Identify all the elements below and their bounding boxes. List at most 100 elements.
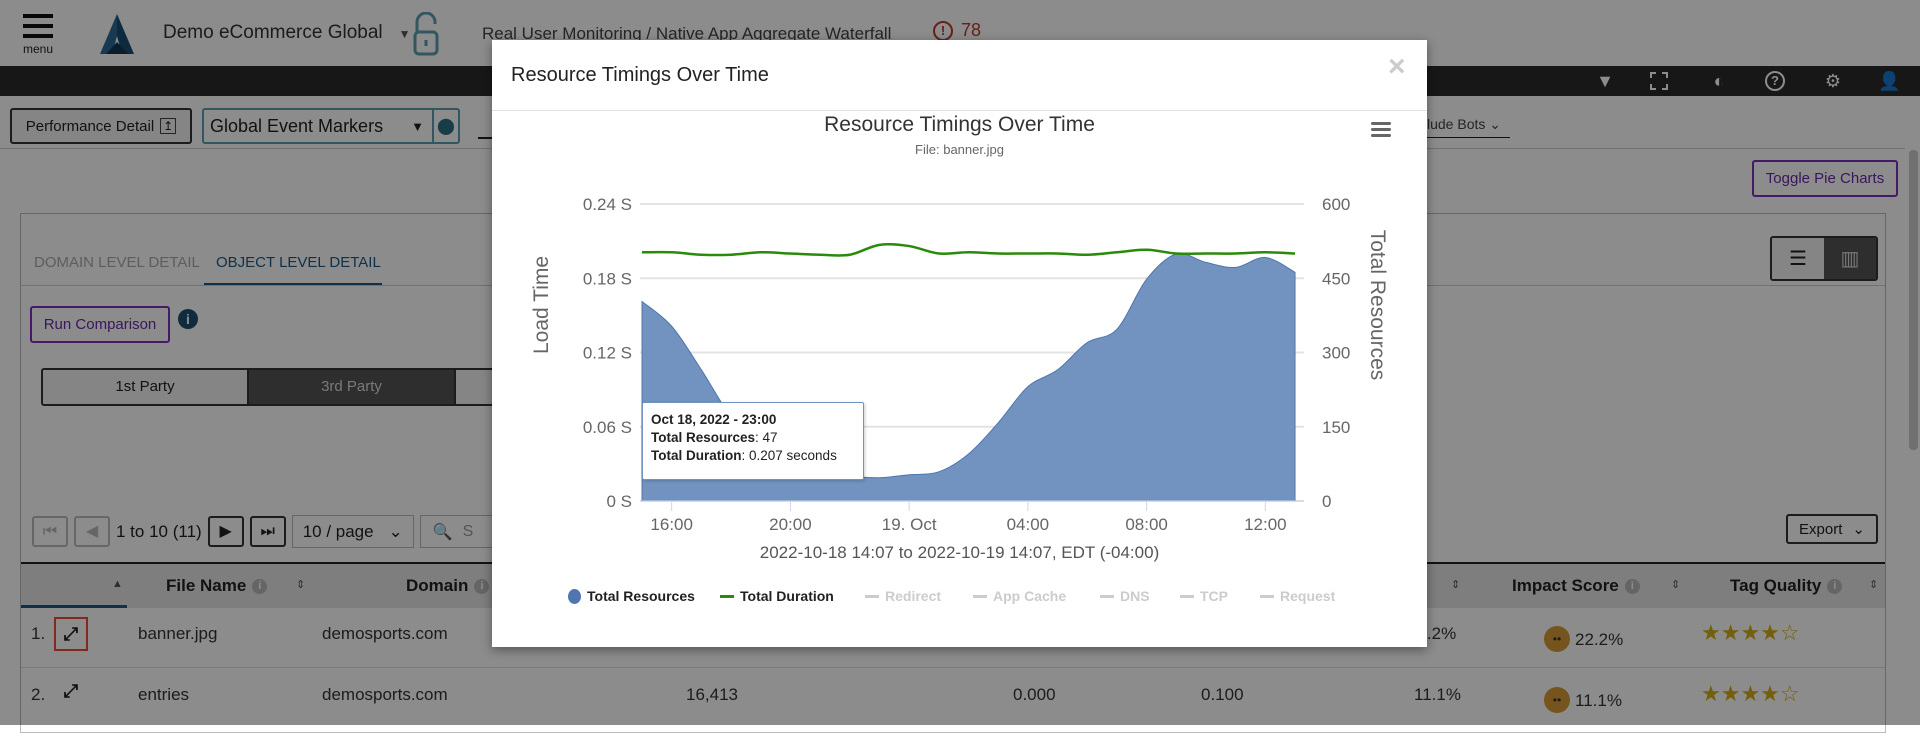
legend-label: Total Resources [587, 588, 695, 604]
star-filled-icon: ★★★★ [1701, 620, 1780, 645]
domain: demosports.com [322, 685, 448, 704]
column-tag-quality[interactable]: Tag Quality i [1730, 564, 1843, 608]
filter-icon[interactable]: ▼ [1596, 71, 1614, 91]
unlock-icon[interactable] [412, 12, 440, 56]
info-icon[interactable]: i [1624, 579, 1640, 595]
file-name[interactable]: entries [138, 685, 190, 704]
expand-icon[interactable]: ⤢ [63, 681, 79, 701]
company-logo [100, 14, 134, 54]
y-left-tick-label: 0 S [606, 492, 632, 511]
prev-page-button[interactable]: ◀ [74, 516, 110, 547]
y-right-tick-label: 600 [1322, 195, 1350, 214]
legend-line-icon [973, 594, 987, 598]
row-index: 1. [31, 624, 46, 643]
impact-score: 22.2% [1575, 630, 1624, 649]
sort-icon[interactable]: ⇕ [296, 579, 306, 591]
column-domain[interactable]: Domain i [406, 564, 490, 608]
value-1: 0.000 [1013, 685, 1056, 704]
map-pin-icon[interactable]: ⬤ [432, 110, 458, 142]
user-icon[interactable]: 👤 [1878, 71, 1901, 91]
info-icon[interactable]: i [474, 579, 490, 595]
tab-object-level-detail[interactable]: OBJECT LEVEL DETAIL [216, 254, 381, 271]
legend-request[interactable]: Request [1260, 588, 1335, 604]
tooltip-resources-value: : 47 [755, 430, 778, 445]
filter-underline[interactable] [478, 137, 498, 139]
x-tick-label: 12:00 [1244, 515, 1287, 534]
star-empty-icon: ☆ [1779, 620, 1800, 645]
waterfall-view-button[interactable]: ☰ [1772, 238, 1824, 279]
alert-icon: ! [933, 20, 953, 41]
chart-tooltip: Oct 18, 2022 - 23:00 Total Resources: 47… [642, 402, 864, 480]
sort-indicator [21, 605, 127, 608]
tab-domain-level-detail[interactable]: DOMAIN LEVEL DETAIL [34, 254, 200, 271]
x-axis-title: 2022-10-18 14:07 to 2022-10-19 14:07, ED… [759, 543, 1160, 562]
pagination: ⏮ ◀ 1 to 10 (11) ▶ ⏭ 10 / page ⌄ 🔍 S [32, 515, 540, 548]
y-left-tick-label: 0.18 S [583, 269, 632, 288]
chart-subtitle: File: banner.jpg [915, 142, 1004, 157]
legend-tcp[interactable]: TCP [1180, 588, 1228, 604]
close-icon[interactable]: × [1388, 50, 1406, 83]
caret-down-icon: ▼ [398, 27, 411, 41]
table-row[interactable]: 1. ⤢ banner.jpg demosports.com 22.2% •• … [21, 608, 1885, 668]
legend-total-duration[interactable]: Total Duration [720, 588, 834, 604]
event-markers-select[interactable]: Global Event Markers ▼ ⬤ [202, 108, 460, 144]
legend-dns[interactable]: DNS [1100, 588, 1150, 604]
bots-filter[interactable]: clude Bots ⌄ [1420, 116, 1510, 138]
domain: demosports.com [322, 624, 448, 643]
column-file-name[interactable]: File Name i [166, 564, 268, 608]
contrast-icon[interactable]: ◐ [1713, 71, 1725, 91]
last-page-button[interactable]: ⏭ [249, 516, 286, 547]
star-rating: ★★★★☆ [1701, 620, 1800, 646]
column-impact-score[interactable]: Impact Score i [1512, 564, 1640, 608]
legend-total-resources[interactable]: Total Resources [568, 588, 695, 604]
export-button[interactable]: Export ⌄ [1786, 514, 1878, 544]
resource-count: 16,413 [686, 685, 738, 704]
active-tab-indicator [204, 283, 382, 286]
chevron-down-icon: ⌄ [388, 521, 403, 541]
search-input[interactable]: 🔍 S [419, 515, 540, 548]
chart-title: Resource Timings Over Time [824, 113, 1095, 136]
menu-label: menu [22, 42, 54, 56]
performance-detail-button[interactable]: Performance Detail ↥ [10, 108, 192, 144]
performance-detail-label: Performance Detail [25, 117, 155, 135]
sort-asc-icon[interactable]: ▲ [112, 578, 123, 590]
impact-score: 11.1% [1575, 691, 1622, 710]
breadcrumb[interactable]: Real User Monitoring / Native App Aggreg… [482, 24, 892, 43]
info-icon[interactable]: i [1827, 579, 1843, 595]
alert-indicator[interactable]: ! 78 [933, 20, 981, 41]
info-icon[interactable]: i [178, 309, 198, 329]
expand-icon[interactable]: ⤢ [54, 617, 88, 651]
page-size-select[interactable]: 10 / page ⌄ [291, 515, 414, 548]
neutral-face-icon: •• [1544, 687, 1570, 713]
run-comparison-button[interactable]: Run Comparison [30, 306, 170, 343]
y-right-tick-label: 300 [1322, 344, 1350, 363]
legend-label: Total Duration [740, 588, 834, 604]
segment-3rd-party[interactable]: 3rd Party [249, 370, 456, 404]
first-page-button[interactable]: ⏮ [32, 516, 68, 547]
file-name[interactable]: banner.jpg [138, 624, 218, 643]
toggle-pie-charts-button[interactable]: Toggle Pie Charts [1752, 160, 1898, 197]
segment-1st-party[interactable]: 1st Party [43, 370, 249, 404]
table-view-button[interactable]: ▥ [1824, 238, 1876, 279]
legend-app-cache[interactable]: App Cache [973, 588, 1066, 604]
sort-icon[interactable]: ⇕ [1671, 579, 1681, 591]
fullscreen-icon[interactable] [1650, 72, 1668, 90]
legend-label: Request [1280, 588, 1336, 604]
info-icon[interactable]: i [252, 579, 268, 595]
sort-icon[interactable]: ⇕ [1451, 579, 1461, 591]
page-scrollbar[interactable] [1909, 150, 1918, 450]
export-label: Export [1799, 520, 1843, 538]
chart-menu-icon[interactable] [1371, 122, 1391, 137]
table-row[interactable]: 2. ⤢ entries demosports.com 16,413 0.000… [21, 669, 1885, 729]
hamburger-icon [23, 14, 53, 38]
settings-gear-icon[interactable]: ⚙ [1824, 71, 1842, 91]
column-tag-quality-label: Tag Quality [1730, 576, 1822, 595]
account-selector[interactable]: Demo eCommerce Global ▼ [163, 22, 411, 44]
legend-label: App Cache [993, 588, 1067, 604]
menu-button[interactable]: menu [18, 14, 58, 60]
y-right-tick-label: 0 [1322, 492, 1331, 511]
sort-icon[interactable]: ⇕ [1869, 579, 1879, 591]
help-icon[interactable]: ? [1765, 71, 1785, 91]
legend-redirect[interactable]: Redirect [865, 588, 941, 604]
next-page-button[interactable]: ▶ [207, 516, 244, 547]
